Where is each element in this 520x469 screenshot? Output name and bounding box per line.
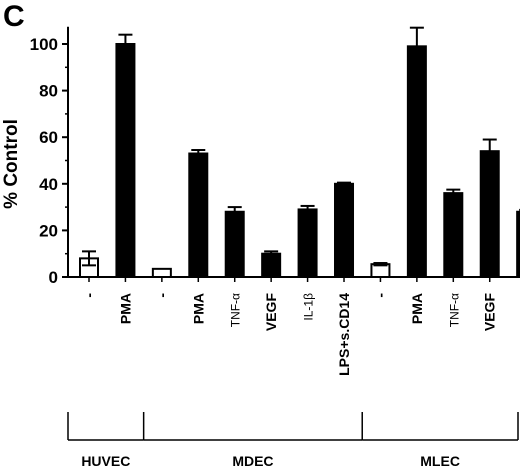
- y-tick-label: 40: [39, 175, 58, 194]
- x-tick-label: LPS+s.CD14: [336, 293, 352, 376]
- y-tick-label: 60: [39, 128, 58, 147]
- bar: [151, 267, 172, 279]
- bars: [79, 26, 520, 279]
- group-brackets: HUVEC MDEC MLEC: [67, 412, 519, 469]
- x-tick-label: PMA: [409, 293, 425, 324]
- bar: [479, 150, 500, 278]
- x-tick-label: TNF-α: [229, 293, 243, 327]
- group-label: HUVEC: [81, 453, 130, 469]
- x-tick-label: VEGF: [263, 293, 279, 332]
- y-tick-label: 0: [49, 268, 58, 287]
- x-tick-label: TNF-α: [447, 293, 461, 327]
- panel-label: C: [3, 0, 25, 33]
- y-tick-label: 100: [30, 35, 58, 54]
- x-tick-label: -: [81, 293, 97, 298]
- y-tick-label: 80: [39, 82, 58, 101]
- x-tick-label: -: [154, 293, 170, 298]
- y-axis-label: % Control: [1, 119, 22, 209]
- y-tick-label: 20: [39, 221, 58, 240]
- bar: [261, 252, 282, 278]
- bar: [224, 210, 245, 278]
- group-label: MLEC: [420, 453, 460, 469]
- x-tick-label: PMA: [117, 293, 133, 324]
- x-tick-label: PMA: [190, 293, 206, 324]
- x-tick-label: VEGF: [482, 293, 498, 332]
- bar: [334, 182, 355, 278]
- bar: [443, 192, 464, 278]
- bar: [297, 208, 318, 278]
- bar: [406, 45, 427, 278]
- x-tick-label: -: [372, 293, 388, 298]
- bar: [516, 210, 520, 278]
- group-label: MDEC: [232, 453, 273, 469]
- bar: [115, 43, 136, 278]
- bar: [188, 152, 209, 278]
- x-tick-label: IL-1β: [302, 293, 316, 321]
- x-tick-labels: - PMA - PMA TNF-α VEGF IL-1β LPS+s.CD14 - PMA TNF-…: [81, 293, 498, 376]
